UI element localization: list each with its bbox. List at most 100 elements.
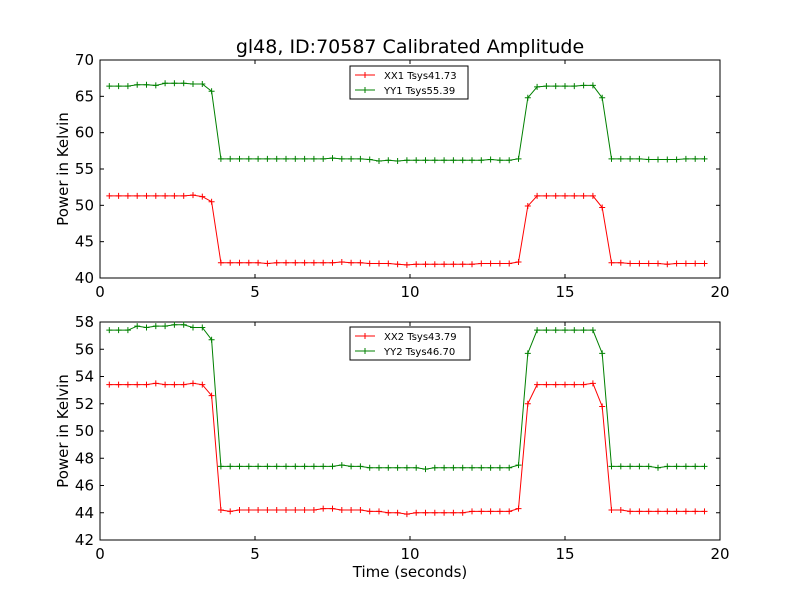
data-point [199,324,206,331]
data-point [496,508,503,515]
data-point [162,323,169,330]
y-tick-label: 55 [75,160,94,178]
data-point [394,158,401,165]
data-point [469,261,475,268]
data-point [431,464,438,471]
data-point [431,509,438,516]
data-point [403,157,410,164]
data-point [664,463,671,470]
data-point [580,82,587,89]
y-tick-label: 54 [75,368,94,386]
data-point [394,464,401,471]
data-point [599,204,606,211]
data-point [255,259,262,266]
y-tick-label: 65 [75,87,94,105]
data-point [134,192,141,199]
legend-label: XX2 Tsys43.79 [384,332,457,343]
data-point [589,380,596,387]
data-point [310,507,317,514]
data-point [552,83,559,90]
data-point [301,463,308,470]
data-point [320,505,327,512]
data-point [283,259,289,266]
data-point [376,158,382,165]
data-point [385,464,392,471]
data-point [180,381,187,388]
data-point [413,157,420,164]
data-point [617,155,624,162]
data-point [692,508,699,515]
data-point [106,381,113,388]
data-point [469,508,475,515]
data-point [255,507,262,514]
data-point [152,380,159,387]
data-point [701,463,708,470]
data-point [329,259,336,266]
data-point [552,381,559,388]
data-point [627,508,634,515]
data-point [450,157,457,164]
data-point [403,261,410,268]
data-point [236,259,243,266]
data-point [134,81,141,88]
x-tick-label: 10 [400,545,419,563]
data-point [515,155,522,162]
data-point [645,508,652,515]
data-point [357,507,364,514]
data-point [543,327,550,334]
data-point [199,80,206,87]
data-point [450,464,457,471]
data-point [134,381,141,388]
data-point [208,336,215,343]
data-point [385,509,392,516]
y-tick-label: 58 [75,313,94,331]
data-point [487,156,494,163]
data-point [124,327,131,334]
data-point [655,464,661,471]
data-point [580,192,587,199]
data-point [273,259,280,266]
data-point [180,321,187,328]
data-point [376,260,382,267]
data-point [124,83,131,90]
data-point [366,464,373,471]
data-point [338,259,345,266]
data-point [673,156,680,163]
data-point [124,192,131,199]
y-tick-label: 45 [75,233,94,251]
data-point [450,509,457,516]
data-point [217,155,224,162]
data-point [496,157,503,164]
y-axis-label: Power in Kelvin [54,112,72,226]
data-point [115,83,122,90]
data-point [190,324,196,331]
data-point [106,83,113,90]
data-point [366,156,373,163]
data-point [338,155,345,162]
data-point [478,157,485,164]
data-point [217,259,224,266]
y-tick-label: 44 [75,504,94,522]
data-point [515,505,522,512]
data-point [301,259,308,266]
data-point [301,507,308,514]
data-point [431,157,438,164]
data-point [283,507,289,514]
data-point [366,508,373,515]
y-axis-label: Power in Kelvin [54,374,72,488]
data-point [552,327,559,334]
data-point [589,327,596,334]
data-point [487,464,494,471]
data-point [227,155,234,162]
legend-box [349,65,469,100]
data-point [664,261,671,268]
data-point [571,192,578,199]
data-point [673,463,680,470]
data-point [106,327,113,334]
data-point [115,381,122,388]
data-point [571,83,578,90]
data-point [562,192,568,199]
bottom-panel: 0 5 10 15 20 42 44 46 48 50 52 54 56 58 Power in Kelvi… [54,313,730,581]
x-tick-label: 0 [95,545,105,563]
x-tick-label: 20 [710,545,729,563]
